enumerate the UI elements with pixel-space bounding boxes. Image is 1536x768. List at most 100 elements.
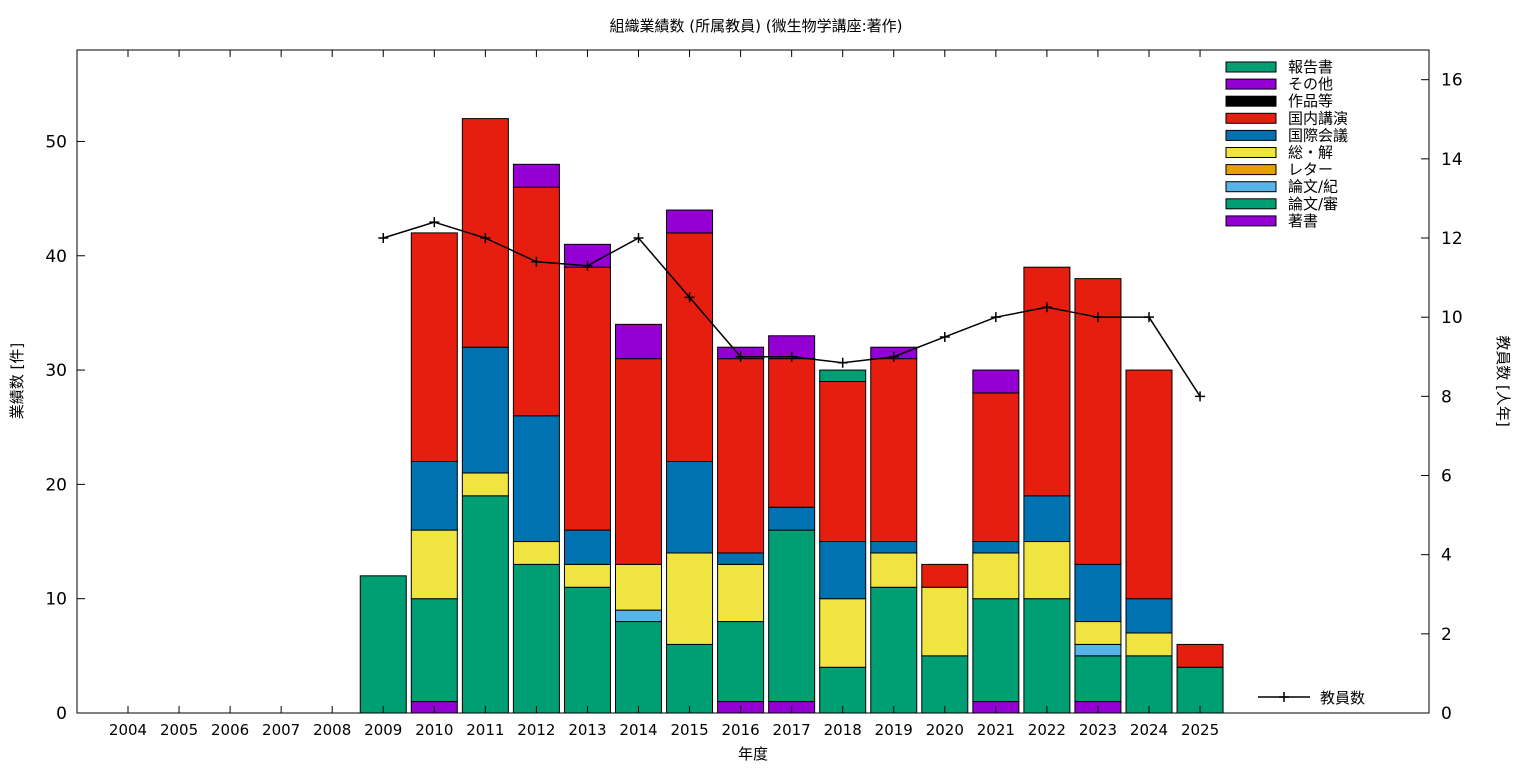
- line-point-2010: [429, 217, 440, 228]
- bar-2024-series-1: [1125, 655, 1173, 714]
- bar-2010-series-4: [410, 529, 458, 600]
- x-tick-label: 2009: [364, 721, 402, 739]
- bar-2015-series-8: [666, 209, 714, 234]
- line-point-2018: [837, 357, 848, 368]
- legend-swatch: [1225, 112, 1277, 124]
- bar-2024-series-5: [1125, 598, 1173, 634]
- bars-layer: [359, 118, 1224, 714]
- bar-2017-series-6: [768, 358, 816, 508]
- line-point-2013: [582, 260, 593, 271]
- legend-swatch: [1225, 147, 1277, 158]
- x-tick-label: 2016: [722, 721, 760, 739]
- x-axis-label: 年度: [738, 745, 768, 763]
- y2-tick-label: 2: [1441, 625, 1452, 645]
- bar-2009-series-1: [359, 575, 407, 714]
- line-point-2019: [888, 351, 899, 362]
- x-tick-label: 2018: [824, 721, 862, 739]
- y2-tick-label: 16: [1441, 71, 1463, 91]
- legend-label: 著書: [1288, 212, 1318, 230]
- bar-2012-series-6: [512, 186, 560, 417]
- bar-2020-series-6: [921, 563, 969, 588]
- bar-2023-series-5: [1074, 563, 1122, 623]
- bar-2014-series-8: [615, 323, 662, 360]
- legend-label: 報告書: [1288, 58, 1333, 76]
- legend-swatch: [1225, 198, 1277, 210]
- legend-swatch: [1225, 181, 1277, 193]
- bar-2016-series-5: [717, 552, 765, 565]
- bar-2013-series-5: [563, 529, 611, 565]
- bar-2016-series-1: [717, 621, 765, 703]
- bar-2023-series-4: [1074, 621, 1122, 645]
- legend-swatch: [1225, 129, 1277, 141]
- x-tick-label: 2012: [517, 721, 555, 739]
- bar-2021-series-8: [972, 369, 1020, 394]
- line-point-2017: [786, 351, 797, 362]
- x-tick-label: 2015: [670, 721, 708, 739]
- line-point-2024: [1144, 312, 1154, 323]
- bar-2012-series-4: [512, 541, 560, 565]
- bar-2018-series-6: [819, 381, 867, 543]
- legend-label: 論文/紀: [1288, 178, 1338, 196]
- y-axis: 0 10 20 30 40 50: [45, 132, 85, 724]
- bar-2024-series-4: [1125, 632, 1173, 657]
- bar-2012-series-8: [512, 163, 560, 188]
- bar-2021-series-5: [972, 541, 1020, 554]
- bar-2011-series-4: [461, 472, 509, 497]
- bar-2019-series-6: [870, 358, 918, 543]
- y2-tick-label: 0: [1441, 704, 1452, 724]
- bar-2010-series-5: [410, 461, 458, 531]
- y2-tick-label: 12: [1441, 229, 1463, 249]
- x-tick-label: 2011: [466, 721, 504, 739]
- bar-2018-series-4: [819, 598, 867, 668]
- bar-2015-series-6: [666, 232, 714, 463]
- bar-2020-series-4: [921, 586, 969, 657]
- x-tick-label: 2008: [313, 721, 351, 739]
- bar-2020-series-1: [921, 655, 969, 714]
- legend-swatch: [1225, 95, 1277, 107]
- y-axis-label: 業績数 [件]: [8, 343, 26, 419]
- bar-2019-series-1: [870, 586, 918, 714]
- y2-tick-label: 8: [1441, 387, 1452, 407]
- bar-2016-series-4: [717, 563, 765, 623]
- chart-title: 組織業績数 (所属教員) (微生物学講座:著作): [610, 17, 903, 35]
- line-point-2014: [633, 233, 644, 244]
- bar-2013-series-6: [563, 266, 611, 531]
- x-tick-label: 2010: [415, 721, 453, 739]
- y-tick-label: 10: [45, 590, 67, 610]
- line-layer: [378, 217, 1206, 402]
- bar-2019-series-5: [870, 541, 918, 554]
- bar-2024-series-6: [1125, 369, 1173, 600]
- bar-2022-series-4: [1023, 541, 1071, 600]
- x-tick-label: 2013: [568, 721, 606, 739]
- bar-2018-series-9: [819, 369, 867, 383]
- y-tick-label: 40: [45, 247, 67, 267]
- y2-tick-label: 4: [1441, 546, 1452, 566]
- y2-tick-label: 6: [1441, 467, 1452, 487]
- line-point-2022: [1041, 302, 1052, 313]
- bar-2025-series-6: [1176, 643, 1224, 668]
- legend-label: 総・解: [1288, 144, 1333, 162]
- legend-swatch: [1225, 164, 1277, 176]
- bar-2015-series-5: [666, 461, 714, 554]
- y-tick-label: 0: [56, 704, 67, 724]
- legend-swatch: [1225, 78, 1277, 90]
- legend-swatch: [1225, 215, 1277, 227]
- legend-label: 国内講演: [1288, 109, 1348, 127]
- bar-2023-series-6: [1074, 278, 1122, 565]
- bar-2014-series-1: [615, 621, 662, 714]
- bar-2011-series-5: [461, 346, 509, 474]
- bar-2015-series-4: [666, 552, 714, 645]
- x-tick-label: 2019: [875, 721, 913, 739]
- bar-2016-series-6: [717, 358, 765, 554]
- x-tick-label: 2004: [109, 721, 147, 739]
- bar-2018-series-5: [819, 541, 867, 600]
- bar-2017-series-1: [768, 529, 816, 703]
- legend-swatch: [1225, 61, 1277, 73]
- x-tick-label: 2014: [619, 721, 657, 739]
- x-axis: 2004 2005 2006 2007 2008 2009 2010 2011 2012 2013…: [109, 50, 1219, 739]
- y-tick-label: 20: [45, 475, 67, 495]
- bar-2018-series-1: [819, 666, 867, 714]
- y2-tick-label: 14: [1441, 150, 1463, 170]
- bar-2015-series-1: [666, 643, 714, 714]
